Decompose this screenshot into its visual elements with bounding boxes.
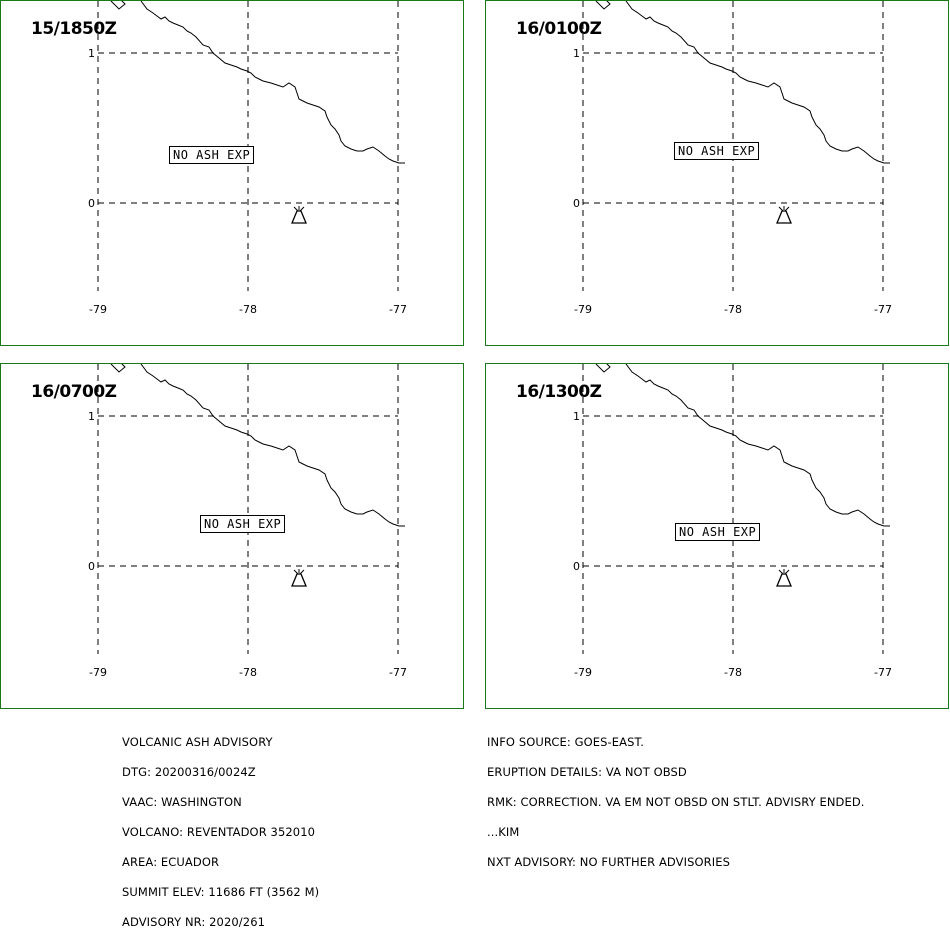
advisory-number: ADVISORY NR: 2020/261 <box>122 915 266 929</box>
map-canvas: -79 -78 -77 1 0 <box>573 1 892 316</box>
latitude-label: 0 <box>573 197 580 210</box>
advisory-remarks: RMK: CORRECTION. VA EM NOT OBSD ON STLT.… <box>487 795 865 809</box>
advisory-vaac: VAAC: WASHINGTON <box>122 795 242 809</box>
forecast-panel-2: -79 -78 -77 1 0 16/0100Z NO ASH EXP <box>485 0 949 346</box>
longitude-label: -78 <box>724 303 742 316</box>
advisory-volcano: VOLCANO: REVENTADOR 352010 <box>122 825 316 839</box>
longitude-label: -78 <box>724 666 742 679</box>
no-ash-label: NO ASH EXP <box>675 523 761 541</box>
no-ash-label: NO ASH EXP <box>169 146 255 164</box>
longitude-label: -79 <box>574 303 592 316</box>
longitude-label: -77 <box>874 303 892 316</box>
volcano-icon <box>291 569 307 587</box>
longitude-label: -79 <box>89 303 107 316</box>
no-ash-label: NO ASH EXP <box>674 142 760 160</box>
map-grid <box>97 364 399 654</box>
longitude-label: -78 <box>239 303 257 316</box>
longitude-label: -77 <box>389 666 407 679</box>
forecast-panel-3: -79 -78 -77 1 0 16/0700Z NO ASH EXP <box>0 363 464 709</box>
coastline <box>110 1 405 164</box>
latitude-label: 1 <box>573 47 580 60</box>
longitude-label: -78 <box>239 666 257 679</box>
latitude-label: 0 <box>573 560 580 573</box>
latitude-label: 1 <box>88 410 95 423</box>
latitude-label: 0 <box>88 197 95 210</box>
coastline <box>595 1 890 164</box>
coastline <box>595 364 890 527</box>
no-ash-label: NO ASH EXP <box>200 515 286 533</box>
latitude-label: 1 <box>88 47 95 60</box>
panel-time-label: 16/0100Z <box>516 19 602 39</box>
map-grid <box>582 364 884 654</box>
advisory-summit-elev: SUMMIT ELEV: 11686 FT (3562 M) <box>122 885 320 899</box>
advisory-dtg: DTG: 20200316/0024Z <box>122 765 256 779</box>
longitude-label: -77 <box>389 303 407 316</box>
panel-time-label: 16/1300Z <box>516 382 602 402</box>
advisory-area: AREA: ECUADOR <box>122 855 220 869</box>
advisory-info-source: INFO SOURCE: GOES-EAST. <box>487 735 645 749</box>
advisory-eruption-details: ERUPTION DETAILS: VA NOT OBSD <box>487 765 687 779</box>
advisory-signature: ...KIM <box>487 825 520 839</box>
longitude-label: -79 <box>89 666 107 679</box>
coastline <box>110 364 405 527</box>
latitude-label: 0 <box>88 560 95 573</box>
map-canvas: -79 -78 -77 1 0 <box>88 1 407 316</box>
advisory-next: NXT ADVISORY: NO FURTHER ADVISORIES <box>487 855 731 869</box>
panel-time-label: 15/1850Z <box>31 19 117 39</box>
longitude-label: -77 <box>874 666 892 679</box>
latitude-label: 1 <box>573 410 580 423</box>
map-canvas: -79 -78 -77 1 0 <box>88 364 407 679</box>
volcano-icon <box>291 206 307 224</box>
map-canvas: -79 -78 -77 1 0 <box>573 364 892 679</box>
volcano-icon <box>776 206 792 224</box>
panel-time-label: 16/0700Z <box>31 382 117 402</box>
advisory-details-block: INFO SOURCE: GOES-EAST. ERUPTION DETAILS… <box>487 717 865 877</box>
volcano-icon <box>776 569 792 587</box>
forecast-panel-1: -79 -78 -77 1 0 15/1850Z NO ASH EXP <box>0 0 464 346</box>
longitude-label: -79 <box>574 666 592 679</box>
forecast-panel-4: -79 -78 -77 1 0 16/1300Z NO ASH EXP <box>485 363 949 709</box>
advisory-title: VOLCANIC ASH ADVISORY <box>122 735 273 749</box>
advisory-header-block: VOLCANIC ASH ADVISORY DTG: 20200316/0024… <box>122 717 319 937</box>
